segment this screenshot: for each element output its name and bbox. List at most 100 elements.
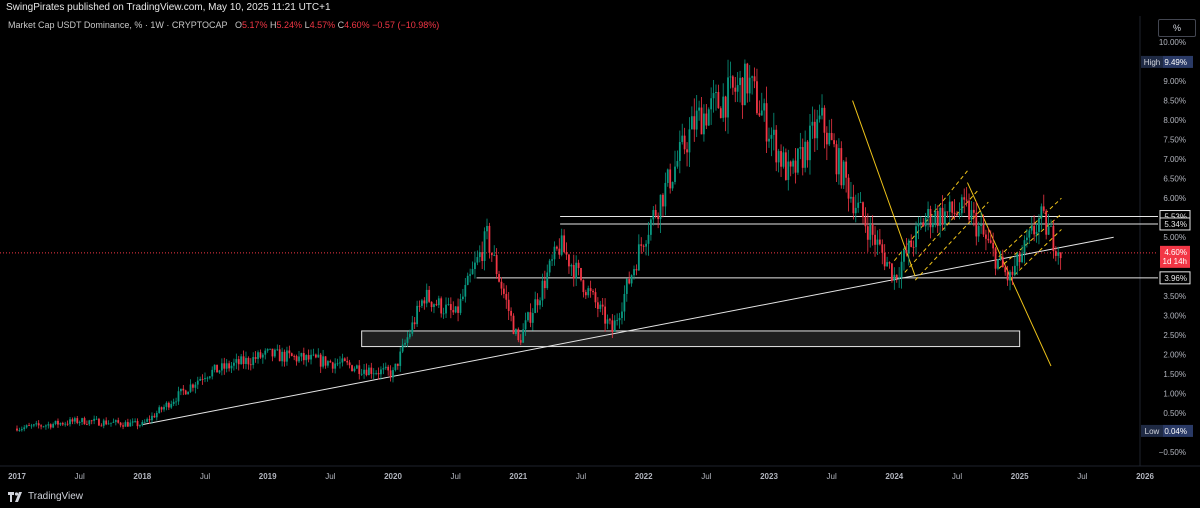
candle-body [907, 240, 910, 254]
candle-body [194, 384, 197, 388]
x-tick-label: Jul [1077, 472, 1087, 481]
candle-body [876, 239, 879, 245]
candle-body [69, 419, 71, 425]
y-tick-label: 0.50% [1163, 409, 1186, 418]
candle-body [283, 351, 286, 362]
candle-body [760, 110, 763, 116]
candle-body [929, 208, 932, 228]
candle-body [172, 401, 175, 405]
candle-body [570, 265, 573, 267]
candle-body [78, 422, 81, 423]
candle-body [216, 364, 218, 373]
level-price-badge [1159, 271, 1191, 285]
candle-body [95, 418, 98, 420]
candle-body [131, 421, 134, 423]
candle-body [1021, 253, 1023, 263]
close-label: C [337, 20, 345, 30]
candle-body [134, 421, 137, 422]
candle-body [184, 390, 187, 395]
candle-body [416, 305, 419, 325]
candle-body [611, 320, 614, 332]
candle-body [789, 161, 792, 167]
candle-body [715, 92, 717, 94]
candle-body [372, 373, 375, 375]
candle-body [1047, 226, 1050, 235]
candle-body [230, 365, 233, 369]
candle-body [319, 354, 322, 367]
candle-body [64, 423, 67, 425]
candle-body [35, 423, 38, 425]
candle-body [686, 149, 688, 153]
candle-body [90, 420, 93, 422]
candle-body [903, 249, 905, 262]
x-tick-label: Jul [75, 472, 85, 481]
candle-body [936, 210, 939, 226]
candle-body [367, 367, 370, 376]
candle-body [649, 219, 652, 235]
candle-body [389, 370, 392, 378]
candle-body [406, 337, 409, 343]
publish-header: SwingPirates published on TradingView.co… [6, 2, 331, 13]
candle-body [269, 348, 271, 350]
candle-body [322, 356, 325, 367]
candle-body [25, 425, 28, 428]
candle-body [20, 429, 23, 431]
candle-body [956, 213, 958, 216]
high-value: 9.49% [1164, 58, 1187, 67]
candle-body [100, 425, 103, 427]
candle-body [351, 365, 353, 372]
level-price-value: 5.34% [1164, 220, 1187, 229]
candle-body [466, 275, 469, 285]
low-label: L [304, 20, 310, 30]
candle-body [346, 360, 349, 363]
candle-body [510, 310, 513, 316]
candle-body [770, 134, 773, 139]
candle-body [758, 113, 761, 116]
candle-body [864, 217, 867, 227]
candle-body [553, 246, 556, 260]
candle-body [158, 407, 161, 413]
candle-body [647, 234, 650, 244]
candle-body [259, 352, 262, 358]
price-badge [1163, 424, 1193, 437]
candle-body [594, 292, 597, 303]
candle-body [295, 356, 298, 362]
y-tick-label: 6.00% [1163, 194, 1186, 203]
percent-scale-button[interactable]: % [1158, 19, 1196, 37]
candle-body [555, 246, 558, 249]
candle-body [768, 138, 770, 142]
price-chart[interactable]: 10.00%9.50%9.00%8.50%8.00%7.50%7.00%6.50… [0, 0, 1200, 486]
candle-body [683, 135, 686, 150]
candle-body [42, 426, 45, 428]
tradingview-logo[interactable]: TradingView [8, 491, 83, 502]
candle-body [835, 144, 838, 175]
candle-body [500, 281, 503, 289]
candle-body [840, 148, 843, 186]
candle-body [483, 231, 486, 261]
candle-body [965, 199, 968, 201]
candle-body [659, 194, 662, 220]
candle-body [126, 422, 129, 427]
candle-body [355, 365, 358, 369]
candle-body [107, 423, 110, 425]
candle-body [850, 196, 852, 199]
candle-body [449, 304, 452, 311]
candle-body [312, 354, 315, 356]
candle-body [717, 92, 720, 109]
candle-body [652, 209, 655, 220]
candle-body [218, 370, 221, 373]
candle-body [734, 87, 737, 92]
candle-body [179, 388, 182, 392]
y-tick-label: 5.00% [1163, 233, 1186, 242]
candle-body [88, 420, 91, 425]
channel-line [1008, 229, 1062, 281]
level-price-badge [1159, 217, 1191, 231]
candle-body [339, 362, 341, 364]
candle-body [119, 422, 122, 426]
footer: TradingView [0, 486, 1200, 508]
candle-body [912, 246, 915, 248]
candle-body [695, 110, 698, 130]
candle-body [575, 262, 578, 279]
candle-body [531, 313, 534, 323]
candle-body [242, 356, 245, 364]
